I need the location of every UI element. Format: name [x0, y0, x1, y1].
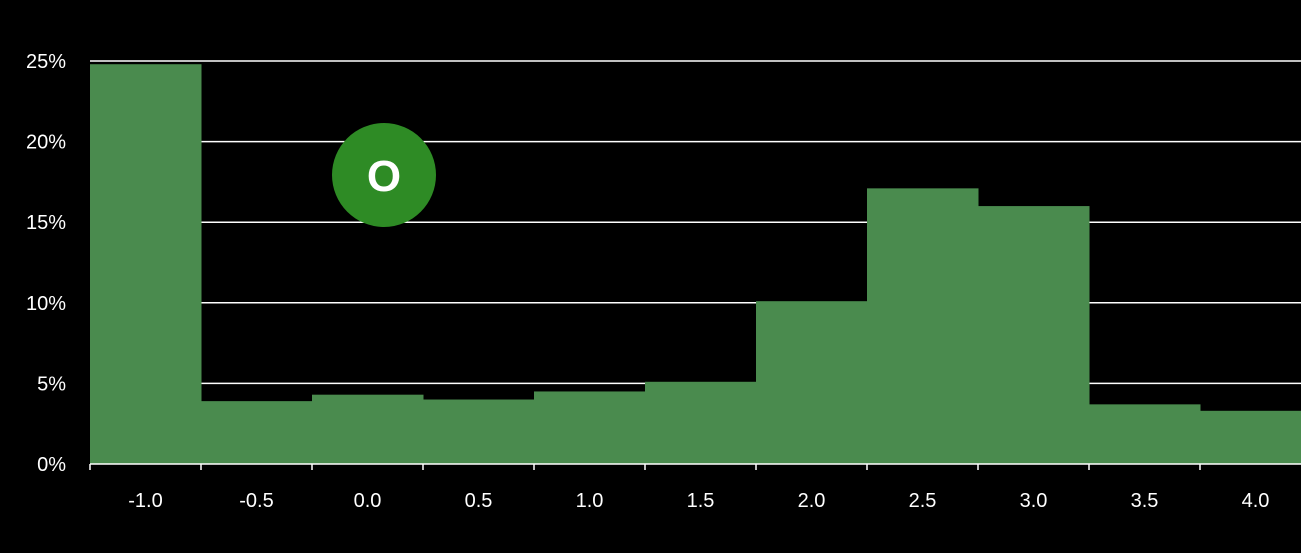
- y-tick-label: 10%: [26, 293, 66, 315]
- bar: [1089, 404, 1201, 464]
- x-tick-label: 1.0: [576, 490, 604, 512]
- badge-circle: [332, 123, 436, 227]
- y-tick-label: 15%: [26, 212, 66, 234]
- bar: [201, 401, 313, 464]
- bar: [423, 399, 535, 464]
- y-tick-label: 20%: [26, 132, 66, 154]
- bar: [1200, 410, 1301, 464]
- y-tick-label: 5%: [37, 373, 66, 395]
- x-tick-label: -0.5: [239, 490, 273, 512]
- x-tick-label: 2.5: [909, 490, 937, 512]
- x-tick-label: 1.5: [687, 490, 715, 512]
- x-tick-label: 4.0: [1242, 490, 1270, 512]
- bar: [645, 381, 757, 464]
- x-tick-label: 0.5: [465, 490, 493, 512]
- x-tick-label: -1.0: [128, 490, 162, 512]
- bar: [756, 301, 868, 464]
- y-axis-labels: 0% 5% 10% 15% 20% 25%: [26, 51, 66, 476]
- y-tick-label: 0%: [37, 454, 66, 476]
- bar: [312, 394, 424, 464]
- bar: [534, 391, 646, 464]
- x-tick-label: 3.5: [1131, 490, 1159, 512]
- bar: [978, 206, 1090, 464]
- x-axis: [89, 463, 1301, 470]
- bars: [90, 64, 1301, 464]
- x-tick-label: 3.0: [1020, 490, 1048, 512]
- bar: [867, 188, 979, 464]
- x-tick-label: 0.0: [354, 490, 382, 512]
- bar: [90, 64, 202, 464]
- x-axis-labels: -1.0 -0.5 0.0 0.5 1.0 1.5 2.0 2.5 3.0 3.5 4.0: [128, 490, 1269, 512]
- badge: O: [332, 123, 436, 227]
- gridlines: [90, 60, 1301, 385]
- x-tick-label: 2.0: [798, 490, 826, 512]
- y-tick-label: 25%: [26, 51, 66, 73]
- badge-letter: O: [367, 152, 401, 201]
